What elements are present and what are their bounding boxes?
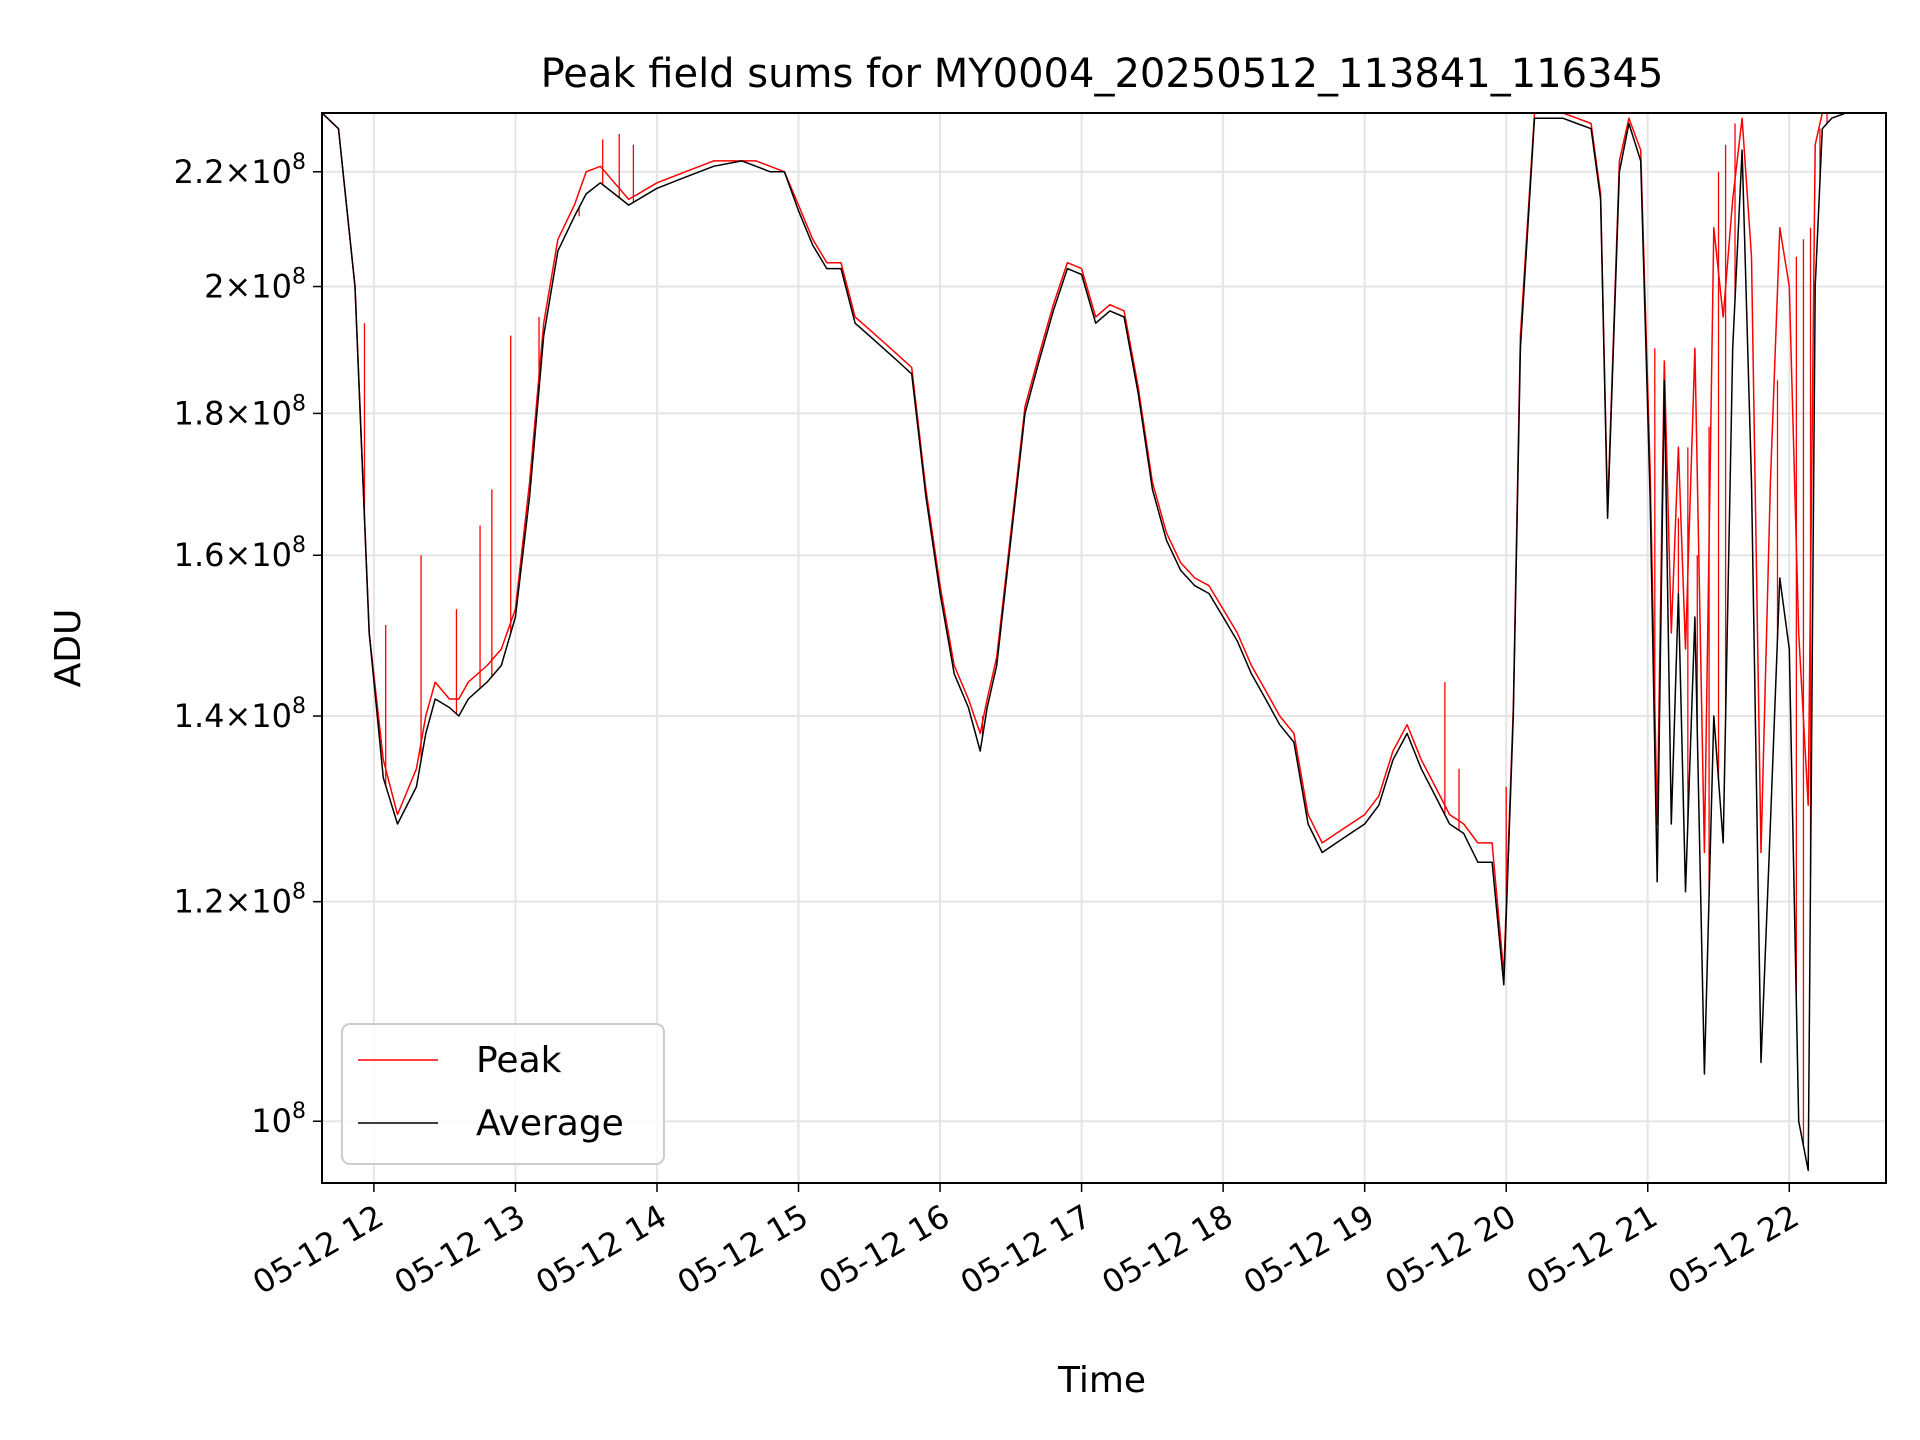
y-tick-label: 1.6×108 <box>174 533 306 574</box>
series-group <box>322 113 1861 1172</box>
legend-label-peak: Peak <box>476 1040 562 1081</box>
y-axis: 108 1.2×108 1.4×108 1.6×108 1.8×108 2×108 2.2×… <box>174 150 322 1140</box>
y-tick-label: 1.4×108 <box>174 694 306 735</box>
axes-frame <box>321 112 1887 1184</box>
series-line-average <box>322 113 1861 1172</box>
y-tick-label: 2.2×108 <box>174 150 306 191</box>
y-tick-label: 2×108 <box>204 265 306 306</box>
plot-area <box>322 113 1861 1172</box>
x-axis-label: Time <box>1057 1360 1146 1401</box>
y-tick-label: 1.8×108 <box>174 391 306 432</box>
y-tick-label: 108 <box>251 1099 306 1140</box>
legend-label-average: Average <box>476 1103 624 1144</box>
peak-spikes <box>363 113 1828 1146</box>
grid <box>322 113 1886 1183</box>
y-tick-label: 1.2×108 <box>174 880 306 921</box>
chart-title: Peak field sums for MY0004_20250512_1138… <box>541 51 1664 97</box>
legend-box <box>341 1023 665 1165</box>
series-line-peak <box>322 113 1861 975</box>
legend: Peak Average <box>341 1023 665 1165</box>
y-axis-label: ADU <box>48 609 89 688</box>
